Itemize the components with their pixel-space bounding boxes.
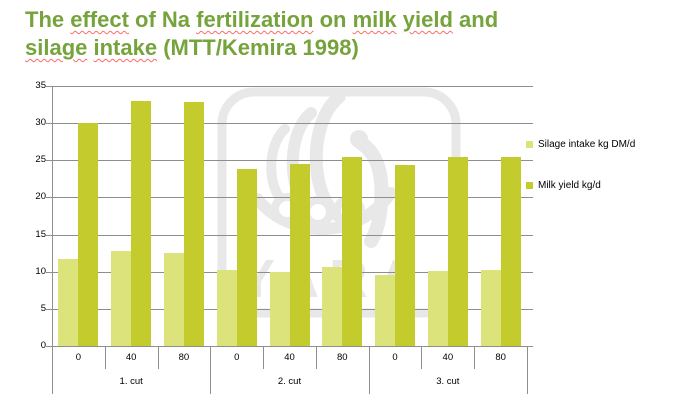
y-axis-tick-right — [527, 123, 533, 125]
x-axis-category-divider — [315, 346, 317, 369]
bar-milk-yield-group1-0 — [78, 123, 99, 346]
legend-item-milk-yield: Milk yield kg/d — [526, 180, 601, 191]
x-axis-group-divider — [368, 346, 370, 394]
gridline — [52, 86, 527, 87]
y-axis-label: 20 — [35, 191, 46, 203]
title-line: The effect of Na fertilization on milk y… — [25, 7, 499, 32]
y-axis-tick-right — [527, 160, 533, 162]
gridline — [52, 123, 527, 125]
x-axis-group-divider — [210, 346, 212, 394]
x-axis-category-divider — [157, 346, 159, 369]
x-axis-line — [52, 346, 527, 347]
bar-milk-yield-group2-40 — [289, 164, 310, 346]
x-axis-group-label: 3. cut — [436, 376, 460, 387]
x-axis-category-label: 0 — [392, 352, 398, 363]
x-axis-group-divider — [52, 346, 53, 394]
x-axis-group-divider — [527, 346, 528, 394]
y-axis-tick-right — [527, 86, 533, 87]
y-axis-tick — [46, 197, 52, 199]
x-axis-category-label: 80 — [495, 352, 506, 363]
legend-swatch-silage-intake — [526, 141, 533, 148]
legend-label-silage-intake: Silage intake kg DM/d — [538, 139, 636, 150]
y-axis-tick — [46, 123, 52, 125]
x-axis-category-divider — [104, 346, 106, 369]
x-axis-category-label: 0 — [75, 352, 82, 363]
x-axis-category-label: 0 — [234, 352, 240, 363]
legend-item-silage-intake: Silage intake kg DM/d — [526, 139, 635, 150]
slide-title: The effect of Na fertilization on milk y… — [25, 6, 661, 62]
y-axis-tick — [46, 86, 52, 87]
y-axis-tick-right — [527, 308, 533, 310]
x-axis-group-label: 1. cut — [119, 376, 143, 387]
x-axis-group-label: 2. cut — [277, 376, 302, 387]
bar-milk-yield-group3-40 — [447, 157, 468, 346]
y-axis-line — [52, 86, 53, 346]
y-axis-tick — [46, 234, 52, 236]
x-axis-category-label: 40 — [284, 352, 295, 363]
bar-milk-yield-group2-80 — [342, 156, 363, 346]
y-axis-tick-right — [527, 271, 533, 273]
bar-silage-intake-group3-80 — [480, 270, 501, 346]
bar-milk-yield-group3-80 — [500, 157, 521, 346]
bar-silage-intake-group3-40 — [427, 270, 448, 346]
bar-silage-intake-group1-80 — [163, 253, 184, 346]
y-axis-label: 30 — [35, 117, 46, 129]
bar-silage-intake-group2-80 — [322, 266, 343, 346]
y-axis-tick-right — [527, 346, 533, 347]
bar-silage-intake-group1-0 — [58, 259, 79, 346]
y-axis-tick — [46, 308, 52, 310]
bar-silage-intake-group2-0 — [216, 270, 237, 346]
bar-milk-yield-group2-0 — [236, 169, 257, 346]
y-axis-label: 10 — [35, 265, 46, 277]
bar-silage-intake-group1-40 — [111, 250, 132, 346]
y-axis-tick-right — [527, 234, 533, 236]
y-axis-label: 15 — [35, 228, 46, 240]
y-axis-tick-right — [527, 197, 533, 199]
bar-silage-intake-group3-0 — [375, 275, 396, 346]
x-axis-category-label: 80 — [178, 352, 190, 363]
y-axis-tick — [46, 160, 52, 162]
x-axis-category-label: 80 — [336, 352, 348, 363]
x-axis-category-divider — [421, 346, 423, 369]
x-axis-category-label: 40 — [442, 352, 454, 363]
bar-silage-intake-group2-40 — [269, 271, 290, 346]
legend-label-milk-yield: Milk yield kg/d — [538, 180, 601, 191]
y-axis-label: 0 — [40, 340, 46, 351]
y-axis-label: 35 — [35, 80, 46, 91]
x-axis-category-divider — [263, 346, 265, 369]
gridline — [52, 160, 527, 162]
x-axis-category-divider — [474, 346, 476, 369]
viking-ship-icon — [251, 90, 397, 248]
bar-milk-yield-group3-0 — [395, 164, 416, 346]
y-axis-label: 25 — [35, 154, 46, 166]
bar-milk-yield-group1-80 — [183, 102, 204, 346]
y-axis-tick — [46, 346, 52, 347]
y-axis-label: 5 — [40, 302, 46, 314]
x-axis-category-label: 40 — [125, 352, 137, 363]
y-axis-tick — [46, 271, 52, 273]
legend-swatch-milk-yield — [526, 182, 533, 189]
bar-milk-yield-group1-40 — [131, 100, 152, 346]
title-line: silage intake (MTT/Kemira 1998) — [25, 35, 359, 60]
